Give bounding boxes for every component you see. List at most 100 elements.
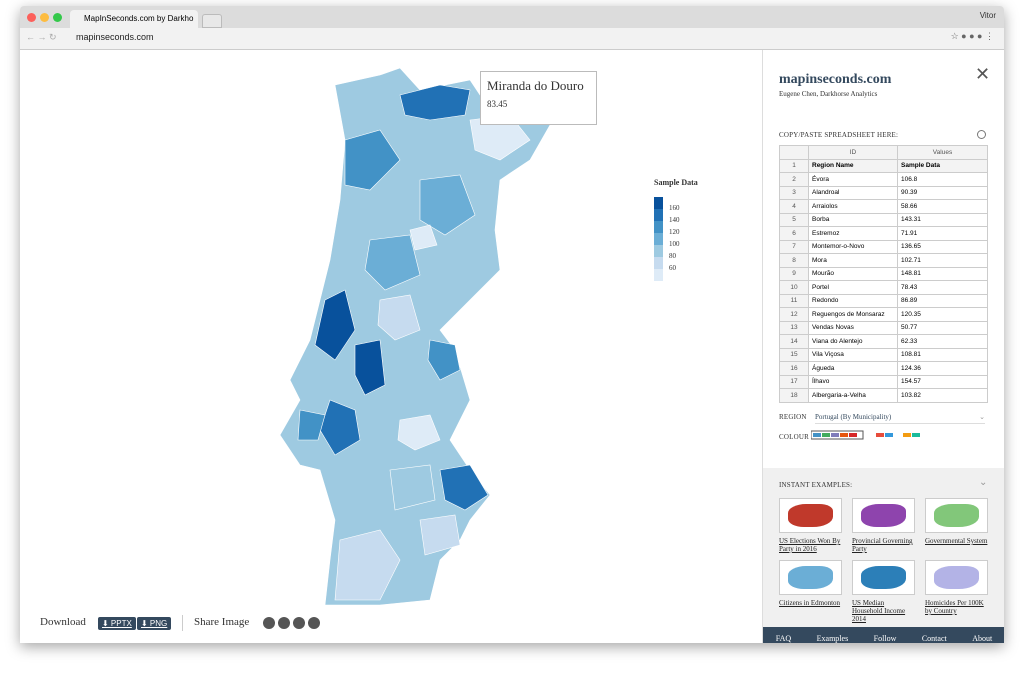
sheet-cell[interactable]: 124.36 <box>897 361 988 376</box>
footer-link[interactable]: Contact <box>921 633 947 643</box>
sheet-row: 3 Alandroal 90.39 <box>779 185 988 200</box>
sheet-cell[interactable]: 106.8 <box>897 172 988 187</box>
column-header: ID <box>808 145 898 160</box>
sheet-row: 5 Borba 143.31 <box>779 212 988 227</box>
pptx-button[interactable]: ⬇ PPTX <box>98 617 136 630</box>
example-card[interactable]: Governmental System <box>925 498 988 545</box>
sheet-cell[interactable]: Évora <box>808 172 898 187</box>
sheet-cell[interactable]: Alandroal <box>808 185 898 200</box>
sheet-cell[interactable]: 103.82 <box>897 388 988 403</box>
sheet-cell[interactable]: Albergaria-a-Velha <box>808 388 898 403</box>
example-card[interactable]: Provincial Governing Party <box>852 498 915 553</box>
example-label: US Median Household Income 2014 <box>852 599 906 623</box>
sheet-cell[interactable]: Mourão <box>808 266 898 281</box>
sheet-cell[interactable]: Águeda <box>808 361 898 376</box>
sheet-cell[interactable]: 62.33 <box>897 334 988 349</box>
sheet-cell[interactable]: 58.66 <box>897 199 988 214</box>
close-button[interactable] <box>27 13 36 22</box>
sheet-cell[interactable]: 78.43 <box>897 280 988 295</box>
share-icons[interactable] <box>262 616 324 630</box>
legend: Sample Data 160 140 120 100 80 60 <box>654 178 698 281</box>
sheet-cell[interactable]: 86.89 <box>897 293 988 308</box>
sheet-cell[interactable]: Vila Viçosa <box>808 347 898 362</box>
sheet-cell[interactable]: 148.81 <box>897 266 988 281</box>
sheet-cell[interactable]: 143.31 <box>897 212 988 227</box>
sheet-cell[interactable]: 71.91 <box>897 226 988 241</box>
sheet-cell[interactable]: Arraiolos <box>808 199 898 214</box>
example-thumbnail <box>779 560 842 595</box>
sheet-cell[interactable]: Vendas Novas <box>808 320 898 335</box>
sheet-cell[interactable]: Sample Data <box>897 158 988 173</box>
sheet-row: 16 Águeda 124.36 <box>779 361 988 376</box>
logo[interactable]: mapinseconds.com <box>779 72 892 87</box>
spreadsheet[interactable]: ID Values 1 Region Name Sample Data 2 Évora 10… <box>779 145 988 403</box>
url[interactable]: mapinseconds.com <box>76 32 154 42</box>
region-select[interactable]: Portugal (By Municipality) ⌄ <box>815 413 985 424</box>
colour-swatches[interactable] <box>811 430 923 440</box>
legend-swatch <box>654 257 663 269</box>
sheet-row: 6 Estremoz 71.91 <box>779 226 988 241</box>
sheet-cell[interactable]: 120.35 <box>897 307 988 322</box>
close-sidebar[interactable]: ✕ <box>975 64 991 84</box>
map-canvas <box>279 67 551 606</box>
sheet-cell[interactable]: Borba <box>808 212 898 227</box>
row-index: 12 <box>779 307 809 322</box>
example-card[interactable]: Citizens in Edmonton <box>779 560 842 607</box>
row-index: 10 <box>779 280 809 295</box>
thumbnail-map <box>861 504 906 527</box>
footer-link[interactable]: Examples <box>816 633 849 643</box>
row-index: 13 <box>779 320 809 335</box>
row-index: 6 <box>779 226 809 241</box>
sheet-row: 13 Vendas Novas 50.77 <box>779 320 988 335</box>
sheet-cell[interactable]: Mora <box>808 253 898 268</box>
sheet-cell[interactable]: Viana do Alentejo <box>808 334 898 349</box>
tooltip: Miranda do Douro 83.45 <box>480 71 597 125</box>
example-card[interactable]: US Elections Won By Party in 2016 <box>779 498 842 553</box>
tab[interactable]: MapInSeconds.com by Darkho <box>70 10 198 28</box>
zoom-button[interactable] <box>53 13 62 22</box>
legend-swatch <box>654 197 663 209</box>
nav-buttons[interactable]: ← → ↻ <box>26 32 57 42</box>
row-index: 11 <box>779 293 809 308</box>
corner-cell <box>779 145 809 160</box>
example-card[interactable]: US Median Household Income 2014 <box>852 560 915 623</box>
legend-swatch <box>654 233 663 245</box>
sheet-cell[interactable]: Portel <box>808 280 898 295</box>
png-button[interactable]: ⬇ PNG <box>137 617 172 630</box>
new-tab[interactable] <box>202 14 222 28</box>
tab-title: MapInSeconds.com by Darkho <box>84 14 194 23</box>
help-icon[interactable] <box>977 130 986 139</box>
address-bar: ← → ↻ mapinseconds.com ☆ ● ● ● ⋮ <box>20 28 1004 50</box>
sheet-cell[interactable]: Region Name <box>808 158 898 173</box>
sheet-cell[interactable]: Estremoz <box>808 226 898 241</box>
footer-link[interactable]: About <box>972 633 993 643</box>
footer-link[interactable]: FAQ <box>775 633 792 643</box>
sheet-row: 4 Arraiolos 58.66 <box>779 199 988 214</box>
row-index: 9 <box>779 266 809 281</box>
sheet-cell[interactable]: 90.39 <box>897 185 988 200</box>
row-index: 14 <box>779 334 809 349</box>
sheet-cell[interactable]: Ílhavo <box>808 374 898 389</box>
sheet-cell[interactable]: 102.71 <box>897 253 988 268</box>
legend-label: 120 <box>669 228 680 236</box>
row-index: 8 <box>779 253 809 268</box>
example-label: US Elections Won By Party in 2016 <box>779 537 841 553</box>
minimize-button[interactable] <box>40 13 49 22</box>
sheet-cell[interactable]: Redondo <box>808 293 898 308</box>
toolbar-icons[interactable]: ☆ ● ● ● ⋮ <box>950 31 994 41</box>
sheet-cell[interactable]: 50.77 <box>897 320 988 335</box>
example-label: Homicides Per 100K by Country <box>925 599 984 615</box>
sheet-cell[interactable]: Montemor-o-Novo <box>808 239 898 254</box>
paste-label: COPY/PASTE SPREADSHEET HERE: <box>779 131 899 139</box>
sheet-cell[interactable]: 108.81 <box>897 347 988 362</box>
sheet-cell[interactable]: 136.65 <box>897 239 988 254</box>
sheet-cell[interactable]: 154.57 <box>897 374 988 389</box>
collapse-icon[interactable]: ⌄ <box>979 477 988 488</box>
footer-link[interactable]: Follow <box>873 633 897 643</box>
example-card[interactable]: Homicides Per 100K by Country <box>925 560 988 615</box>
sheet-cell[interactable]: Reguengos de Monsaraz <box>808 307 898 322</box>
row-index: 15 <box>779 347 809 362</box>
thumbnail-map <box>934 566 979 589</box>
user-name: Vitor <box>979 11 996 20</box>
thumbnail-map <box>934 504 979 527</box>
